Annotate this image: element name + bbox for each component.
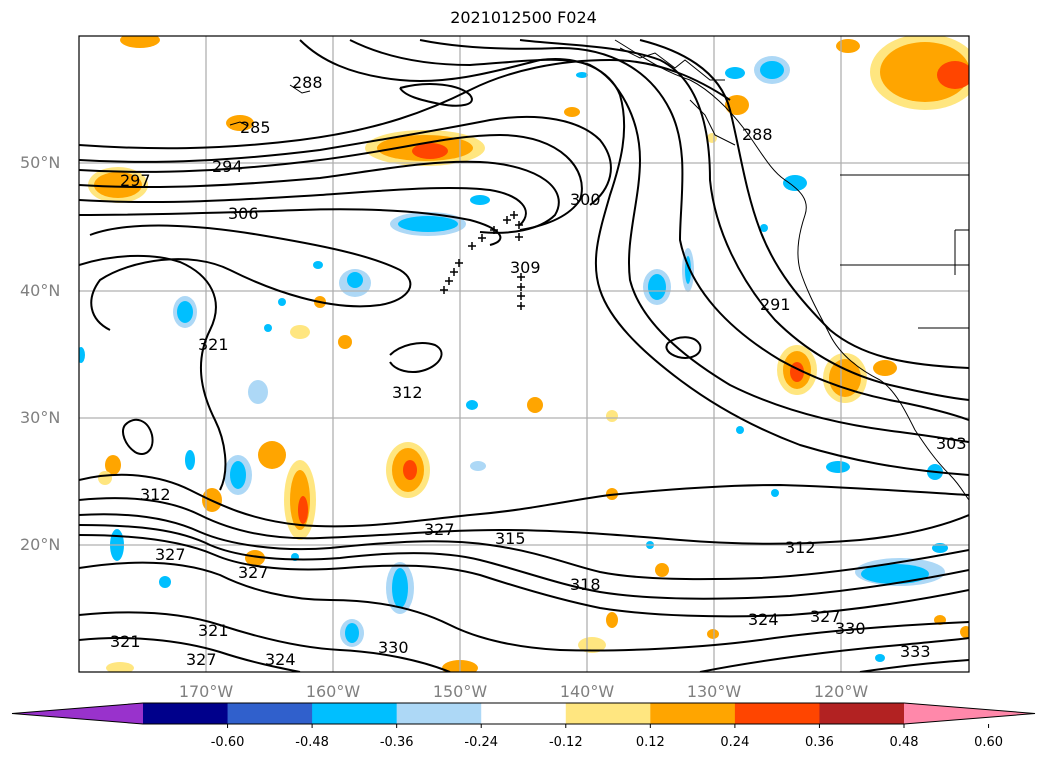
- contour-labels: 294 297 285 288 288 306 300 309 291 321 …: [110, 73, 967, 669]
- colorbar-segment: [143, 703, 229, 724]
- lat-label-30n: 30°N: [20, 408, 60, 427]
- longitude-labels: 170°W 160°W 150°W 140°W 130°W 120°W: [179, 682, 869, 701]
- lat-label-20n: 20°N: [20, 535, 60, 554]
- colorbar-tick-label: 0.60: [974, 735, 1003, 750]
- colorbar-segment: [227, 703, 313, 724]
- lon-label-150w: 150°W: [433, 682, 488, 701]
- colorbar-tick-label: -0.12: [549, 735, 583, 750]
- colorbar-tick-label: -0.60: [211, 735, 245, 750]
- map-title: 2021012500 F024: [450, 8, 597, 27]
- colorbar-tick-label: 0.12: [636, 735, 665, 750]
- gridlines: [79, 36, 969, 672]
- lat-label-40n: 40°N: [20, 281, 60, 300]
- colorbar-segment: [312, 703, 398, 724]
- colorbar-segment: [734, 703, 820, 724]
- lon-label-130w: 130°W: [687, 682, 742, 701]
- contour-label: 330: [835, 619, 866, 638]
- contour-label: 312: [392, 383, 423, 402]
- contour-label: 288: [292, 73, 323, 92]
- contour-label: 288: [742, 125, 773, 144]
- colorbar-tick-label: -0.36: [380, 735, 414, 750]
- colorbar-segment: [650, 703, 736, 724]
- colorbar-segment: [481, 703, 567, 724]
- colorbar-segment: [396, 703, 482, 724]
- contour-label: 327: [424, 520, 455, 539]
- colorbar: -0.60 -0.48 -0.36 -0.24 -0.12 0.12 0.24 0.36 0.4…: [11, 702, 1036, 750]
- contour-label: 312: [785, 538, 816, 557]
- contour-label: 306: [228, 204, 259, 223]
- lon-label-140w: 140°W: [560, 682, 615, 701]
- contour-lines: [79, 39, 969, 672]
- contour-label: 303: [936, 434, 967, 453]
- contour-label: 327: [810, 607, 841, 626]
- contour-label: 330: [378, 638, 409, 657]
- latitude-labels: 50°N 40°N 30°N 20°N: [20, 153, 60, 554]
- contour-label: 294: [212, 157, 243, 176]
- contour-label: 321: [198, 621, 229, 640]
- colorbar-tick-label: 0.24: [720, 735, 749, 750]
- colorbar-extend-high: [904, 703, 1035, 724]
- contour-label: 327: [238, 563, 269, 582]
- contour-label: 321: [198, 335, 229, 354]
- colorbar-outline: [11, 702, 1036, 725]
- contour-label: 300: [570, 190, 601, 209]
- contour-label: 324: [265, 650, 296, 669]
- contour-label: 324: [748, 610, 779, 629]
- contour-label: 315: [495, 529, 526, 548]
- plus-markers: [440, 211, 525, 310]
- map-background: [79, 36, 969, 672]
- contour-label: 333: [900, 642, 931, 661]
- contour-label: 285: [240, 118, 271, 137]
- lon-label-120w: 120°W: [814, 682, 869, 701]
- lon-label-160w: 160°W: [306, 682, 361, 701]
- contour-label: 297: [120, 171, 151, 190]
- contour-label: 318: [570, 575, 601, 594]
- contour-label: 291: [760, 295, 791, 314]
- contour-label: 327: [186, 650, 217, 669]
- coastlines: [229, 39, 969, 501]
- map-frame: [78, 35, 970, 673]
- colorbar-tick-label: -0.24: [464, 735, 498, 750]
- contour-label: 321: [110, 632, 141, 651]
- contour-label: 309: [510, 258, 541, 277]
- lon-label-170w: 170°W: [179, 682, 234, 701]
- colorbar-segment: [819, 703, 905, 724]
- colorbar-tick-label: -0.48: [295, 735, 329, 750]
- lat-label-50n: 50°N: [20, 153, 60, 172]
- colorbar-tick-label: 0.36: [805, 735, 834, 750]
- contour-label: 312: [140, 485, 171, 504]
- shaded-regions: [79, 36, 969, 672]
- colorbar-extend-low: [12, 703, 143, 724]
- colorbar-segment: [565, 703, 651, 724]
- colorbar-tick-label: 0.48: [890, 735, 919, 750]
- contour-label: 327: [155, 545, 186, 564]
